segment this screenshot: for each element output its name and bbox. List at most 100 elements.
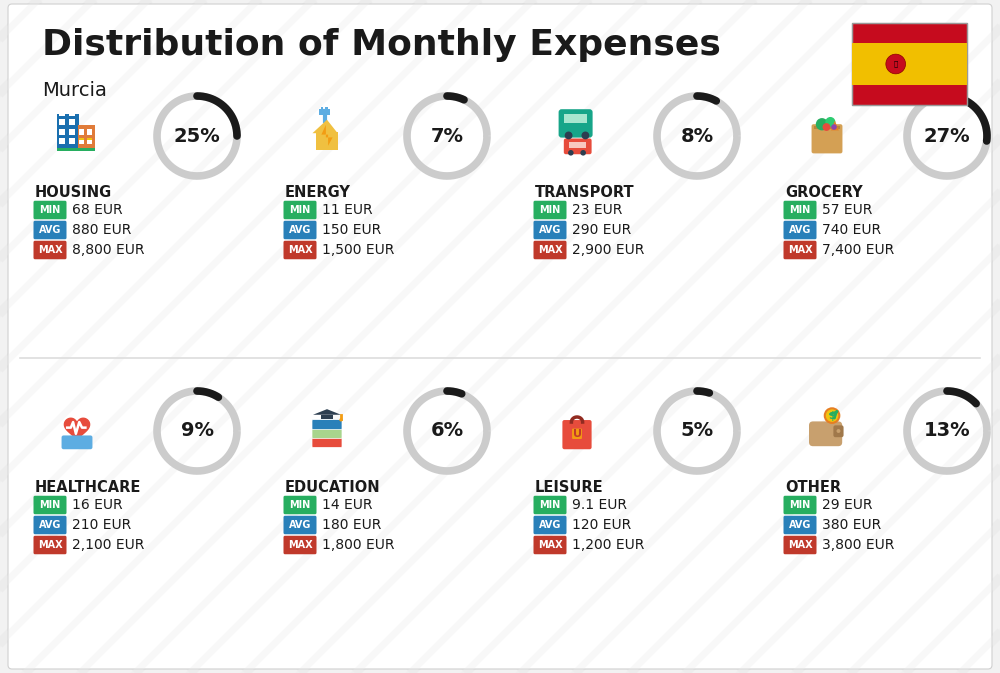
Bar <box>852 23 967 105</box>
FancyBboxPatch shape <box>784 536 816 555</box>
FancyBboxPatch shape <box>8 4 992 669</box>
Text: LEISURE: LEISURE <box>535 479 604 495</box>
Text: 27%: 27% <box>924 127 970 145</box>
Bar <box>319 110 330 115</box>
Text: 29 EUR: 29 EUR <box>822 498 873 512</box>
Text: MIN: MIN <box>789 500 811 510</box>
Circle shape <box>886 54 906 74</box>
Circle shape <box>825 117 835 127</box>
Circle shape <box>339 418 343 421</box>
FancyBboxPatch shape <box>534 201 566 219</box>
Text: AVG: AVG <box>539 225 561 235</box>
FancyBboxPatch shape <box>809 421 842 446</box>
FancyBboxPatch shape <box>812 125 842 153</box>
Text: 14 EUR: 14 EUR <box>322 498 372 512</box>
FancyBboxPatch shape <box>784 201 816 219</box>
Bar <box>59 138 65 145</box>
Polygon shape <box>831 120 839 131</box>
Text: AVG: AVG <box>39 520 61 530</box>
FancyBboxPatch shape <box>34 201 66 219</box>
Text: U: U <box>572 429 582 439</box>
FancyBboxPatch shape <box>784 516 816 534</box>
Text: AVG: AVG <box>289 520 311 530</box>
Text: 5%: 5% <box>680 421 714 441</box>
Text: 380 EUR: 380 EUR <box>822 518 881 532</box>
FancyBboxPatch shape <box>284 516 316 534</box>
Circle shape <box>816 118 828 131</box>
Bar <box>87 138 92 140</box>
Text: 210 EUR: 210 EUR <box>72 518 131 532</box>
Text: 880 EUR: 880 EUR <box>72 223 131 237</box>
Bar <box>79 129 84 135</box>
Text: AVG: AVG <box>789 225 811 235</box>
FancyBboxPatch shape <box>534 516 566 534</box>
Text: 13%: 13% <box>924 421 970 441</box>
Text: EDUCATION: EDUCATION <box>285 479 381 495</box>
FancyBboxPatch shape <box>562 420 592 450</box>
Circle shape <box>580 150 586 155</box>
Circle shape <box>825 409 839 423</box>
Text: 1,800 EUR: 1,800 EUR <box>322 538 394 552</box>
Text: MAX: MAX <box>38 540 62 550</box>
Text: MIN: MIN <box>289 500 311 510</box>
FancyBboxPatch shape <box>284 221 316 239</box>
FancyBboxPatch shape <box>312 437 342 448</box>
Bar <box>78 125 95 151</box>
FancyBboxPatch shape <box>784 241 816 259</box>
FancyBboxPatch shape <box>34 241 66 259</box>
Circle shape <box>831 125 837 130</box>
Text: AVG: AVG <box>789 520 811 530</box>
Bar <box>59 110 65 116</box>
Bar <box>852 44 967 85</box>
Circle shape <box>581 131 589 139</box>
FancyBboxPatch shape <box>34 496 66 514</box>
Text: ENERGY: ENERGY <box>285 184 351 199</box>
Text: MAX: MAX <box>38 245 62 255</box>
Bar <box>69 138 75 145</box>
Text: GROCERY: GROCERY <box>785 184 863 199</box>
FancyBboxPatch shape <box>572 429 582 439</box>
FancyBboxPatch shape <box>34 516 66 534</box>
Bar <box>69 119 75 125</box>
Text: 9.1 EUR: 9.1 EUR <box>572 498 627 512</box>
Bar <box>852 23 967 105</box>
Text: 7%: 7% <box>430 127 464 145</box>
Bar <box>852 23 967 54</box>
Text: 7,400 EUR: 7,400 EUR <box>822 243 894 257</box>
Text: 11 EUR: 11 EUR <box>322 203 373 217</box>
FancyBboxPatch shape <box>312 420 342 429</box>
FancyBboxPatch shape <box>564 139 592 154</box>
Text: 150 EUR: 150 EUR <box>322 223 381 237</box>
Text: MAX: MAX <box>538 245 562 255</box>
Bar <box>57 114 79 151</box>
FancyBboxPatch shape <box>534 221 566 239</box>
Bar <box>85 406 88 417</box>
Text: 120 EUR: 120 EUR <box>572 518 631 532</box>
Bar <box>79 138 84 145</box>
FancyBboxPatch shape <box>312 429 342 438</box>
Bar <box>59 129 65 135</box>
FancyBboxPatch shape <box>284 536 316 555</box>
Text: HOUSING: HOUSING <box>35 184 112 199</box>
FancyBboxPatch shape <box>534 241 566 259</box>
Text: 180 EUR: 180 EUR <box>322 518 381 532</box>
Bar <box>321 106 323 110</box>
Text: 57 EUR: 57 EUR <box>822 203 872 217</box>
Bar <box>325 106 328 110</box>
Text: 290 EUR: 290 EUR <box>572 223 631 237</box>
FancyBboxPatch shape <box>34 221 66 239</box>
FancyBboxPatch shape <box>284 496 316 514</box>
Circle shape <box>823 123 830 131</box>
Bar <box>316 132 338 150</box>
FancyBboxPatch shape <box>62 435 92 450</box>
Bar <box>564 114 587 123</box>
Polygon shape <box>321 125 333 146</box>
Bar <box>69 129 75 135</box>
Text: 16 EUR: 16 EUR <box>72 498 123 512</box>
Text: Murcia: Murcia <box>42 81 107 100</box>
Polygon shape <box>312 120 338 133</box>
Bar <box>321 415 333 419</box>
Bar <box>569 142 586 148</box>
Text: 2,100 EUR: 2,100 EUR <box>72 538 144 552</box>
Text: 23 EUR: 23 EUR <box>572 203 622 217</box>
